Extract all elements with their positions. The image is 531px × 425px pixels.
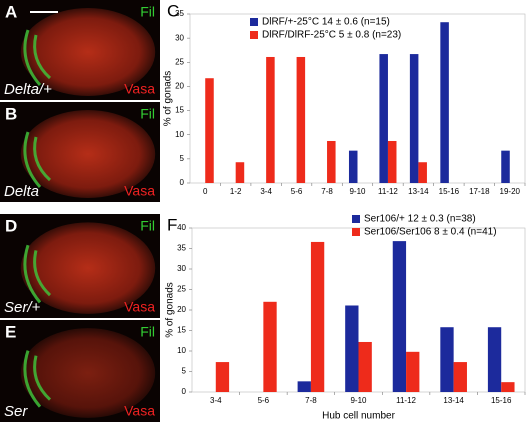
y-tick-label: 25 (177, 285, 186, 294)
bar (392, 241, 407, 392)
panel-letter: A (5, 2, 17, 21)
x-tick-label: 3-4 (260, 187, 272, 196)
stain-label: Vasa (124, 299, 155, 315)
y-tick-label: 35 (177, 244, 186, 253)
bar (501, 382, 515, 392)
bar (379, 54, 388, 183)
x-tick-label: 9-10 (349, 187, 366, 196)
bar (215, 362, 230, 392)
bar (263, 301, 277, 392)
bar (440, 22, 449, 183)
y-tick-label: 15 (175, 106, 184, 115)
y-tick-label: 10 (177, 346, 186, 355)
x-tick-label: 5-6 (258, 396, 270, 405)
y-axis-title: % of gonads (165, 282, 176, 338)
x-tick-label: 13-14 (443, 396, 464, 405)
x-tick-label: 5-6 (291, 187, 303, 196)
x-tick-label: 15-16 (439, 187, 460, 196)
x-tick-label: 13-14 (408, 187, 429, 196)
bar (297, 381, 311, 392)
bar (409, 54, 419, 183)
bar (440, 327, 454, 392)
y-tick-label: 25 (175, 57, 184, 66)
legend-label: Ser106/+ 12 ± 0.3 (n=38) (364, 214, 476, 225)
y-tick-label: 5 (180, 154, 185, 163)
y-tick-label: 0 (180, 178, 185, 187)
bar (310, 241, 325, 392)
y-tick-label: 30 (175, 33, 184, 42)
hub-signal (23, 29, 52, 86)
y-tick-label: 20 (175, 82, 184, 91)
bar (296, 56, 306, 183)
x-tick-label: 1-2 (230, 187, 242, 196)
y-tick-label: 40 (177, 223, 186, 232)
tissue (20, 222, 156, 314)
bar (327, 140, 336, 183)
stain-label: Vasa (124, 403, 155, 419)
y-tick-label: 10 (175, 130, 184, 139)
legend-swatch (250, 18, 258, 26)
hub-signal (23, 131, 52, 188)
x-tick-label: 3-4 (210, 396, 222, 405)
legend-swatch (352, 215, 360, 223)
y-tick-label: 0 (182, 387, 187, 396)
stain-label: Fil (140, 218, 155, 234)
bar (235, 162, 245, 183)
legend-swatch (352, 228, 360, 236)
bar (406, 351, 420, 392)
bar (387, 140, 397, 183)
y-tick-label: 15 (177, 326, 186, 335)
tissue (20, 110, 156, 198)
x-tick-label: 9-10 (350, 396, 367, 405)
panel-letter: F (167, 215, 177, 234)
tissue (20, 8, 156, 96)
stain-label: Fil (140, 4, 155, 20)
legend-label: Ser106/Ser106 8 ± 0.4 (n=41) (364, 227, 497, 238)
y-tick-label: 35 (175, 9, 184, 18)
bar (205, 78, 214, 183)
y-tick-label: 30 (177, 264, 186, 273)
x-tick-label: 0 (203, 187, 208, 196)
bar (418, 162, 427, 183)
x-tick-label: 19-20 (500, 187, 521, 196)
panel-letter: C (167, 1, 179, 20)
y-axis-title: % of gonads (163, 71, 174, 127)
hub-signal (23, 350, 52, 408)
genotype-label: Delta (4, 183, 39, 200)
x-tick-label: 7-8 (305, 396, 317, 405)
panel-letter: B (5, 104, 17, 123)
x-tick-label: 15-16 (491, 396, 512, 405)
x-tick-label: 7-8 (321, 187, 333, 196)
stain-label: Vasa (124, 183, 155, 199)
genotype-label: Ser/+ (4, 299, 41, 316)
panel-letter: E (5, 322, 16, 341)
x-tick-label: 11-12 (378, 187, 398, 196)
legend-label: DlRF/+-25°C 14 ± 0.6 (n=15) (262, 17, 390, 28)
legend-label: DlRF/DlRF-25°C 5 ± 0.8 (n=23) (262, 30, 401, 41)
hub-signal (23, 244, 52, 304)
genotype-label: Delta/+ (4, 81, 52, 98)
panel-letter: D (5, 216, 17, 235)
genotype-label: Ser (4, 403, 28, 420)
x-tick-label: 11-12 (396, 396, 416, 405)
stain-label: Vasa (124, 81, 155, 97)
stain-label: Fil (140, 106, 155, 122)
x-axis-title: Hub cell number (322, 411, 395, 422)
bar (487, 327, 502, 392)
bar (345, 305, 359, 392)
bar (453, 362, 467, 392)
stain-label: Fil (140, 324, 155, 340)
x-tick-label: 17-18 (469, 187, 490, 196)
bar (501, 150, 510, 183)
bar (348, 150, 358, 183)
y-tick-label: 5 (182, 367, 187, 376)
bar (358, 341, 372, 392)
y-tick-label: 20 (177, 305, 186, 314)
bar (266, 56, 275, 183)
tissue (20, 328, 156, 418)
legend-swatch (250, 31, 258, 39)
